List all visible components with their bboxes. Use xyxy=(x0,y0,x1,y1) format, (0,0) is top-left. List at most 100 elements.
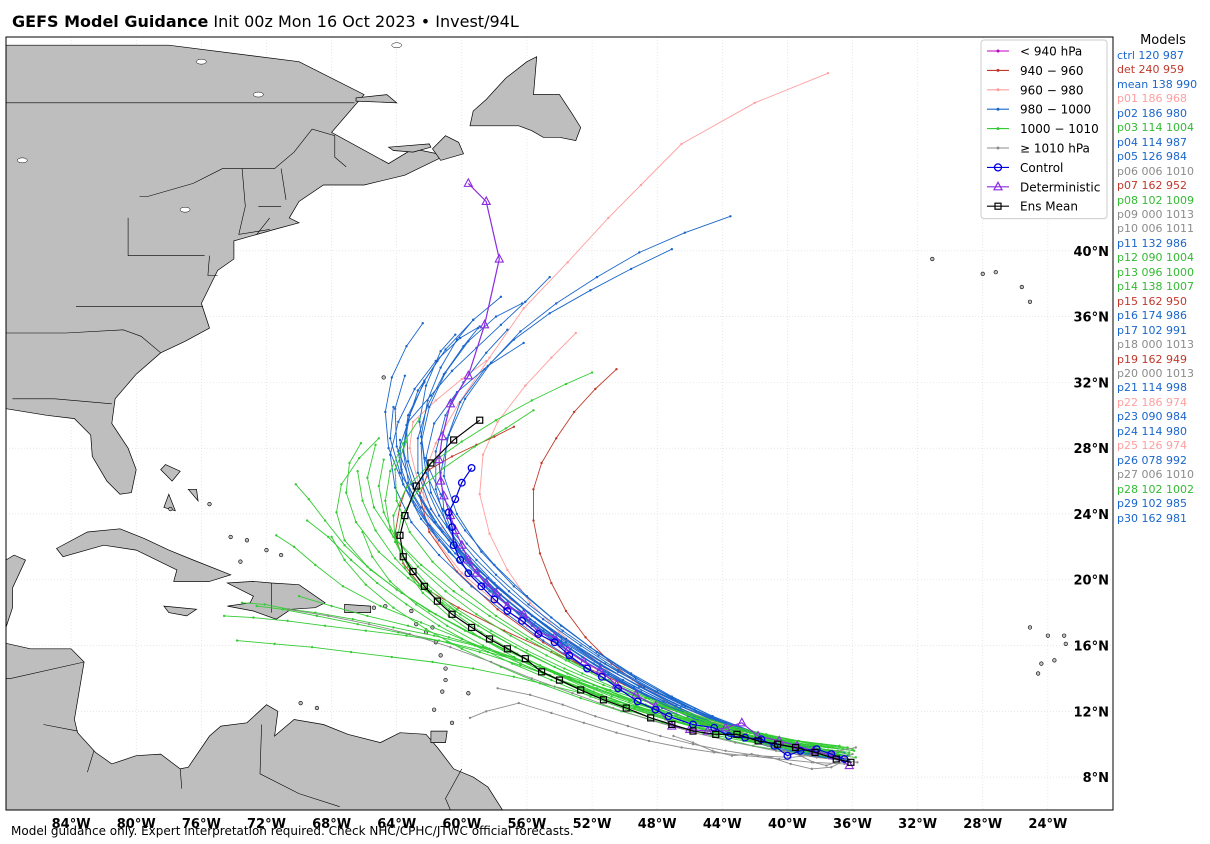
model-item: p20 000 1013 xyxy=(1117,366,1194,380)
border-line xyxy=(43,724,78,732)
control-marker xyxy=(503,607,512,615)
ens-mean-marker xyxy=(420,582,428,590)
member-track-point xyxy=(354,520,358,524)
island xyxy=(432,707,437,712)
member-track-point xyxy=(431,560,434,563)
control-marker xyxy=(534,630,543,638)
member-track-point xyxy=(564,659,568,662)
border-line xyxy=(238,168,270,235)
member-track-point xyxy=(512,425,516,428)
member-track-point xyxy=(392,405,395,409)
member-track-point xyxy=(423,507,426,511)
member-track-point xyxy=(478,325,481,328)
ens-mean-marker xyxy=(847,758,855,766)
member-track-point xyxy=(729,215,732,218)
member-track-point xyxy=(628,700,631,703)
member-track-point xyxy=(680,142,683,146)
member-track-point xyxy=(690,715,693,718)
legend-dot xyxy=(996,68,1000,72)
member-track-point xyxy=(848,752,851,756)
member-track-point xyxy=(419,496,423,499)
member-track-point xyxy=(553,672,556,675)
border-line xyxy=(207,255,218,276)
member-track-point xyxy=(369,568,372,572)
member-track-point xyxy=(273,642,276,646)
member-track-point xyxy=(509,634,512,637)
ens-mean-marker xyxy=(537,668,546,676)
member-track-point xyxy=(633,685,636,688)
ens-mean-marker xyxy=(647,714,655,722)
member-track-point xyxy=(572,410,576,414)
landmass xyxy=(6,554,503,810)
member-track-point xyxy=(387,446,390,450)
member-track-point xyxy=(475,613,478,616)
member-track-point xyxy=(454,333,457,336)
member-track-point xyxy=(405,603,408,606)
member-track-point xyxy=(307,497,310,501)
member-track-point xyxy=(315,614,319,618)
member-track-point xyxy=(388,580,392,583)
member-track-point xyxy=(519,664,522,667)
member-track-point xyxy=(426,399,429,402)
member-track-point xyxy=(595,275,599,279)
control-marker xyxy=(467,463,476,472)
member-track-point xyxy=(590,371,594,374)
model-item: p27 006 1010 xyxy=(1117,468,1194,482)
control-marker xyxy=(724,732,733,740)
island xyxy=(381,375,386,380)
member-track-point xyxy=(725,728,729,731)
member-track-point xyxy=(377,550,380,553)
border-line xyxy=(445,768,463,810)
control-marker xyxy=(444,508,453,517)
ens-mean-marker xyxy=(503,645,512,653)
member-track-point xyxy=(787,747,791,751)
ens-mean-track xyxy=(399,419,852,763)
member-track-point xyxy=(343,558,346,562)
y-tick-label: 20°N xyxy=(1074,574,1109,589)
member-track-point xyxy=(680,705,683,708)
ens-mean-marker xyxy=(433,597,442,605)
member-track-point xyxy=(377,437,380,440)
member-track-point xyxy=(711,715,714,718)
member-track-point xyxy=(405,634,408,637)
member-track-point xyxy=(525,637,529,641)
member-track-point xyxy=(343,544,346,547)
member-track-point xyxy=(520,302,524,305)
member-track-point xyxy=(512,655,516,659)
member-track-point xyxy=(838,744,841,748)
member-track-point xyxy=(848,751,851,754)
member-track-point xyxy=(450,455,454,458)
member-track-point xyxy=(364,629,367,632)
member-track-point xyxy=(305,519,309,522)
member-track-point xyxy=(511,598,514,601)
member-track-point xyxy=(434,450,437,453)
legend-label: 940 − 960 xyxy=(1020,64,1084,78)
member-track-point xyxy=(341,585,345,588)
member-track xyxy=(237,640,840,747)
member-track-point xyxy=(561,703,564,706)
control-marker xyxy=(614,684,623,693)
member-track-point xyxy=(548,275,551,279)
island xyxy=(1039,661,1044,666)
member-track-point xyxy=(323,519,327,522)
member-track-point xyxy=(454,552,457,555)
control-marker xyxy=(457,478,466,487)
member-track xyxy=(306,520,835,758)
member-track xyxy=(378,459,816,747)
ens-mean-marker xyxy=(599,696,608,704)
member-track-point xyxy=(439,366,442,369)
deterministic-marker xyxy=(481,195,492,206)
ens-mean-marker xyxy=(448,610,456,618)
x-tick-label: 24°W xyxy=(1028,817,1067,832)
member-track-point xyxy=(439,493,442,496)
member-track-point xyxy=(281,608,284,611)
member-track-point xyxy=(851,752,854,756)
member-track-point xyxy=(545,654,548,657)
control-marker xyxy=(448,523,457,532)
member-track-point xyxy=(574,331,577,335)
ens-mean-marker xyxy=(450,436,458,444)
member-track-point xyxy=(530,399,534,402)
ens-mean-marker xyxy=(409,567,417,576)
member-track-point xyxy=(442,466,446,470)
member-track xyxy=(673,735,848,770)
